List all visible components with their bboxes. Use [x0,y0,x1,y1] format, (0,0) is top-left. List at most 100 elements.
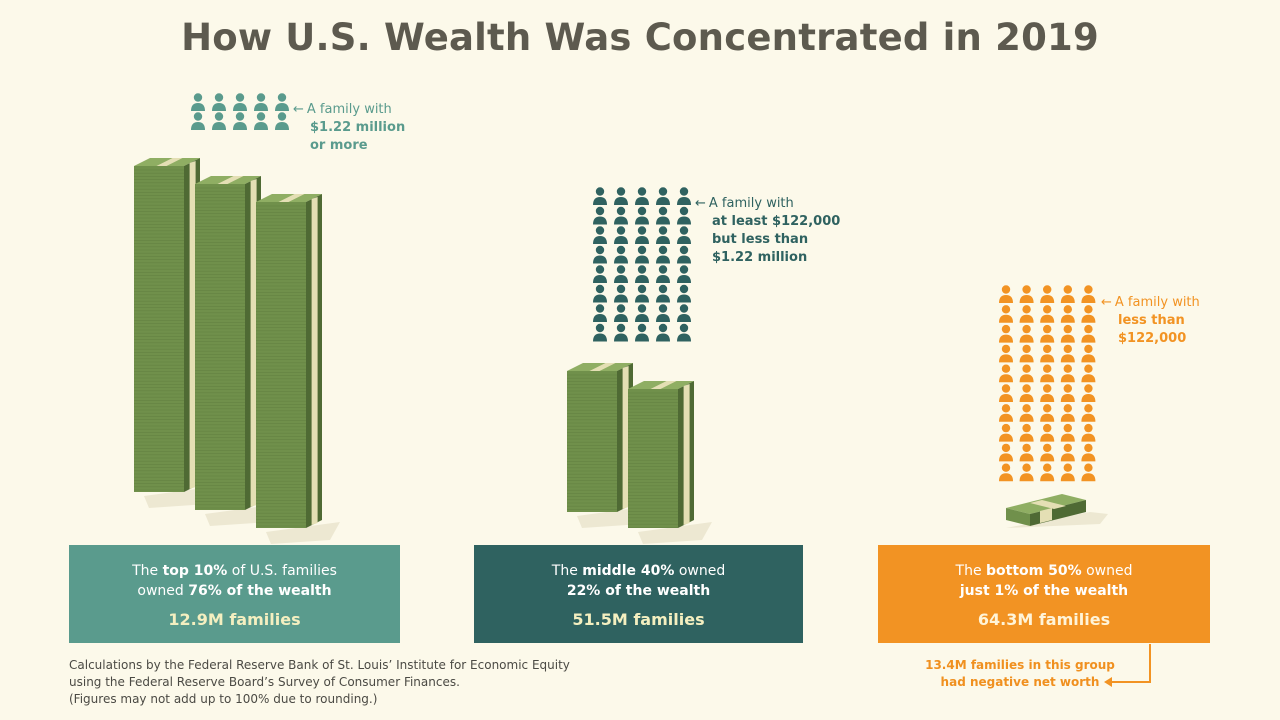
money-stack-top-2 [195,176,279,526]
family-icon-bottom-46 [999,463,1013,482]
panel-top: The top 10% of U.S. families owned 76% o… [69,545,400,643]
source-note: Calculations by the Federal Reserve Bank… [69,657,570,708]
family-icon-bottom-1 [999,285,1013,303]
family-icon-middle-16 [593,245,607,264]
family-icon-middle-6 [593,206,607,225]
family-icon-bottom-15 [1081,324,1096,343]
family-icon-middle-2 [614,187,628,205]
family-icon-bottom-50 [1081,463,1096,482]
family-icon-middle-37 [614,323,628,342]
family-icon-middle-31 [593,304,607,322]
family-icon-bottom-12 [1019,324,1034,343]
family-icon-middle-17 [614,245,628,264]
family-icon-middle-8 [635,206,649,225]
money-stack-bottom-1 [1006,494,1108,528]
family-icon-middle-10 [677,206,691,225]
family-icon-middle-15 [677,226,691,244]
family-icon-middle-7 [614,206,628,225]
family-icon-bottom-31 [999,404,1013,422]
family-icon-middle-26 [593,284,607,303]
family-icon-bottom-26 [999,384,1013,402]
family-icon-top-5 [275,93,289,111]
family-icon-middle-4 [656,187,670,205]
family-icon-bottom-33 [1040,404,1055,422]
legend-note-middle: ← A family with at least $122,000 but les… [695,196,841,265]
family-icon-bottom-25 [1081,364,1096,383]
family-icon-middle-14 [656,226,670,244]
source-line-2: using the Federal Reserve Board’s Survey… [69,675,460,689]
panel-middle-families: 51.5M families [572,610,705,629]
family-icon-top-6 [191,112,205,130]
family-icon-bottom-35 [1081,404,1096,422]
source-line-1: Calculations by the Federal Reserve Bank… [69,658,570,672]
family-icon-bottom-22 [1019,364,1034,383]
legend-top-line-2: $1.22 million [310,120,406,135]
family-icon-middle-30 [677,284,691,303]
family-icon-middle-5 [677,187,691,205]
family-icon-bottom-7 [1019,305,1034,323]
negative-net-worth-note: 13.4M families in this group had negativ… [905,657,1135,691]
panel-bottom: The bottom 50% owned just 1% of the weal… [878,545,1210,643]
family-icon-middle-24 [656,265,670,283]
family-icon-bottom-32 [1019,404,1034,422]
panel-bottom-line-2: just 1% of the wealth [959,583,1129,599]
family-icon-middle-21 [593,265,607,283]
family-icon-bottom-13 [1040,324,1055,343]
family-icon-middle-38 [635,323,649,342]
family-icon-bottom-20 [1081,344,1096,363]
family-icon-middle-3 [635,187,649,205]
family-icon-bottom-8 [1040,305,1055,323]
chart-title: How U.S. Wealth Was Concentrated in 2019 [181,16,1099,59]
family-icon-middle-22 [614,265,628,283]
negative-net-worth-line-1: 13.4M families in this group [925,658,1115,672]
family-icon-bottom-23 [1040,364,1055,383]
family-icon-bottom-27 [1019,384,1034,402]
family-icon-top-4 [254,93,268,111]
family-icon-bottom-5 [1081,285,1096,303]
family-icon-bottom-4 [1060,285,1075,303]
family-icon-top-10 [275,112,289,130]
legend-bottom-line-1: A family with [1114,295,1200,310]
family-icon-middle-18 [635,245,649,264]
family-icon-bottom-3 [1040,285,1055,303]
family-icon-top-3 [233,93,247,111]
family-icon-bottom-9 [1060,305,1075,323]
legend-top-line-3: or more [310,138,368,153]
family-icon-bottom-24 [1060,364,1075,383]
family-icon-bottom-43 [1040,443,1055,462]
family-icon-bottom-11 [999,324,1013,343]
source-line-3: (Figures may not add up to 100% due to r… [69,692,378,706]
panel-top-line-1: The top 10% of U.S. families [132,563,337,579]
money-stack-middle-1 [567,363,651,528]
panel-bottom-families: 64.3M families [977,610,1111,629]
family-icon-bottom-44 [1060,443,1075,462]
legend-bottom-line-3: $122,000 [1118,331,1187,346]
family-icon-middle-28 [635,284,649,303]
negative-net-worth-arrow [1104,644,1151,687]
family-icon-bottom-28 [1040,384,1055,402]
family-icon-bottom-45 [1081,443,1096,462]
legend-note-bottom: ← A family with less than $122,000 [1101,295,1200,346]
family-icon-middle-32 [614,304,628,322]
family-icon-bottom-34 [1060,404,1075,422]
family-icon-bottom-36 [999,423,1013,442]
family-icon-middle-19 [656,245,670,264]
family-icon-bottom-21 [999,364,1013,383]
family-icon-middle-9 [656,206,670,225]
family-icon-bottom-16 [999,344,1013,363]
panel-top-line-2: owned 76% of the wealth [137,583,332,599]
panel-bottom-line-1: The bottom 50% owned [955,563,1133,579]
family-icon-middle-40 [677,323,691,342]
family-icon-bottom-38 [1040,423,1055,442]
legend-note-top: ← A family with $1.22 million or more [293,102,406,153]
family-icon-middle-12 [614,226,628,244]
family-icon-bottom-19 [1060,344,1075,363]
family-icon-middle-35 [677,304,691,322]
legend-middle-line-3: but less than [712,232,809,247]
legend-top-line-1: A family with [306,102,392,117]
family-icon-top-7 [212,112,226,130]
family-icon-middle-20 [677,245,691,264]
family-icon-middle-36 [593,323,607,342]
